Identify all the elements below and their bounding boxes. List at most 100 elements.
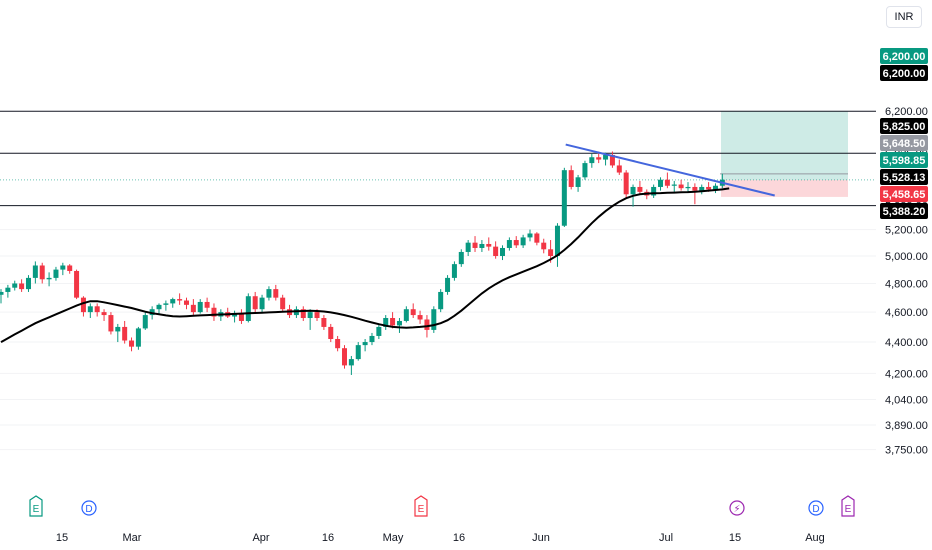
currency-button[interactable]: INR bbox=[886, 6, 922, 28]
time-tick-label: Aug bbox=[805, 532, 825, 544]
moving-average-line bbox=[0, 187, 730, 343]
trendline[interactable] bbox=[565, 143, 775, 197]
earnings-marker-icon bbox=[414, 495, 428, 517]
candle-body bbox=[122, 326, 128, 341]
candle-body bbox=[46, 277, 52, 280]
candle-body bbox=[156, 304, 162, 310]
candle-body bbox=[699, 186, 705, 191]
candle bbox=[122, 320, 128, 344]
dividend-marker-icon bbox=[81, 500, 97, 516]
candle bbox=[609, 151, 615, 168]
candle-body bbox=[163, 303, 169, 305]
candle bbox=[211, 303, 217, 321]
candle-body bbox=[692, 186, 698, 191]
candle-body bbox=[12, 283, 18, 288]
candle bbox=[637, 180, 643, 195]
candle-body bbox=[582, 163, 588, 178]
candle-body bbox=[342, 348, 347, 366]
candle bbox=[46, 272, 52, 287]
event-marker-label: D bbox=[85, 504, 92, 515]
candle bbox=[451, 261, 457, 281]
candle bbox=[80, 296, 86, 317]
candle-body bbox=[390, 318, 396, 326]
candle-body bbox=[39, 265, 45, 280]
candle bbox=[685, 182, 691, 192]
candle-body bbox=[486, 243, 492, 247]
candle-body bbox=[534, 233, 540, 243]
price-axis[interactable]: 6,200.00 5,825.00 5,388.20 5,200.00 5,000.00… bbox=[876, 0, 932, 550]
candle-body bbox=[568, 170, 574, 187]
candle-body bbox=[19, 283, 25, 290]
candle bbox=[568, 165, 574, 190]
candle bbox=[12, 280, 18, 291]
candle bbox=[582, 160, 588, 180]
candle-body bbox=[314, 312, 320, 319]
candle-body bbox=[493, 246, 499, 256]
candle-body bbox=[369, 335, 375, 343]
price-tick-label: 4,200.00 bbox=[885, 368, 928, 380]
price-tick-label: 5,000.00 bbox=[885, 251, 928, 263]
candle bbox=[465, 240, 471, 256]
horizontal-levels[interactable] bbox=[0, 110, 876, 207]
candle-body bbox=[706, 186, 712, 190]
candle-body bbox=[616, 165, 622, 173]
candle-body bbox=[637, 186, 643, 192]
event-markers[interactable]: E D E ⚡ D E bbox=[29, 495, 855, 517]
candle bbox=[183, 297, 189, 310]
candle bbox=[438, 289, 444, 313]
candle-body bbox=[115, 326, 121, 332]
price-tick-label: 3,750.00 bbox=[885, 445, 928, 457]
candle bbox=[328, 323, 334, 343]
candle bbox=[520, 234, 526, 248]
price-tick-label: 6,200.00 bbox=[885, 106, 928, 118]
candle-body bbox=[177, 299, 183, 301]
candle bbox=[156, 303, 162, 314]
candle-body bbox=[685, 186, 691, 189]
candle-body bbox=[561, 170, 567, 226]
candle bbox=[575, 174, 581, 192]
time-tick-label: Jun bbox=[532, 532, 550, 544]
candle-body bbox=[630, 186, 636, 195]
candle bbox=[53, 266, 59, 281]
price-tick-label: 4,800.00 bbox=[885, 278, 928, 290]
candle bbox=[74, 269, 80, 300]
event-marker-label: ⚡ bbox=[733, 504, 740, 515]
candle bbox=[623, 170, 629, 198]
candle bbox=[190, 299, 196, 316]
candle bbox=[376, 323, 382, 339]
candle-body bbox=[67, 265, 73, 271]
candle bbox=[101, 309, 107, 321]
candle bbox=[307, 309, 313, 330]
long-position-tool[interactable] bbox=[0, 111, 876, 197]
candle-body bbox=[335, 338, 341, 349]
candle-body bbox=[383, 318, 389, 327]
candle-body bbox=[445, 277, 451, 292]
candle bbox=[32, 261, 38, 284]
candle-body bbox=[506, 240, 512, 248]
candle-body bbox=[651, 186, 657, 196]
candle bbox=[67, 264, 73, 274]
candle bbox=[245, 293, 251, 323]
price-tick-label: 4,040.00 bbox=[885, 395, 928, 407]
moving-average bbox=[0, 187, 730, 343]
candle bbox=[335, 335, 341, 352]
candle bbox=[280, 294, 286, 313]
candle bbox=[692, 183, 698, 205]
candle-body bbox=[307, 312, 313, 319]
candle bbox=[541, 238, 547, 254]
time-axis[interactable]: 15 Mar Apr 16 May 16 Jun Jul 15 Aug bbox=[56, 532, 825, 544]
candle bbox=[342, 345, 347, 369]
candle bbox=[321, 315, 327, 330]
candle-body bbox=[259, 297, 265, 310]
candle-body bbox=[410, 309, 416, 316]
candle-body bbox=[5, 287, 11, 292]
price-tag bbox=[880, 48, 928, 64]
candle bbox=[232, 310, 238, 323]
candle bbox=[94, 303, 100, 317]
price-tag-label: 6,200.00 bbox=[883, 68, 926, 80]
time-tick-label: 16 bbox=[453, 532, 465, 544]
candle bbox=[699, 184, 705, 195]
candle-body bbox=[190, 304, 196, 313]
split-marker-icon bbox=[729, 500, 745, 516]
